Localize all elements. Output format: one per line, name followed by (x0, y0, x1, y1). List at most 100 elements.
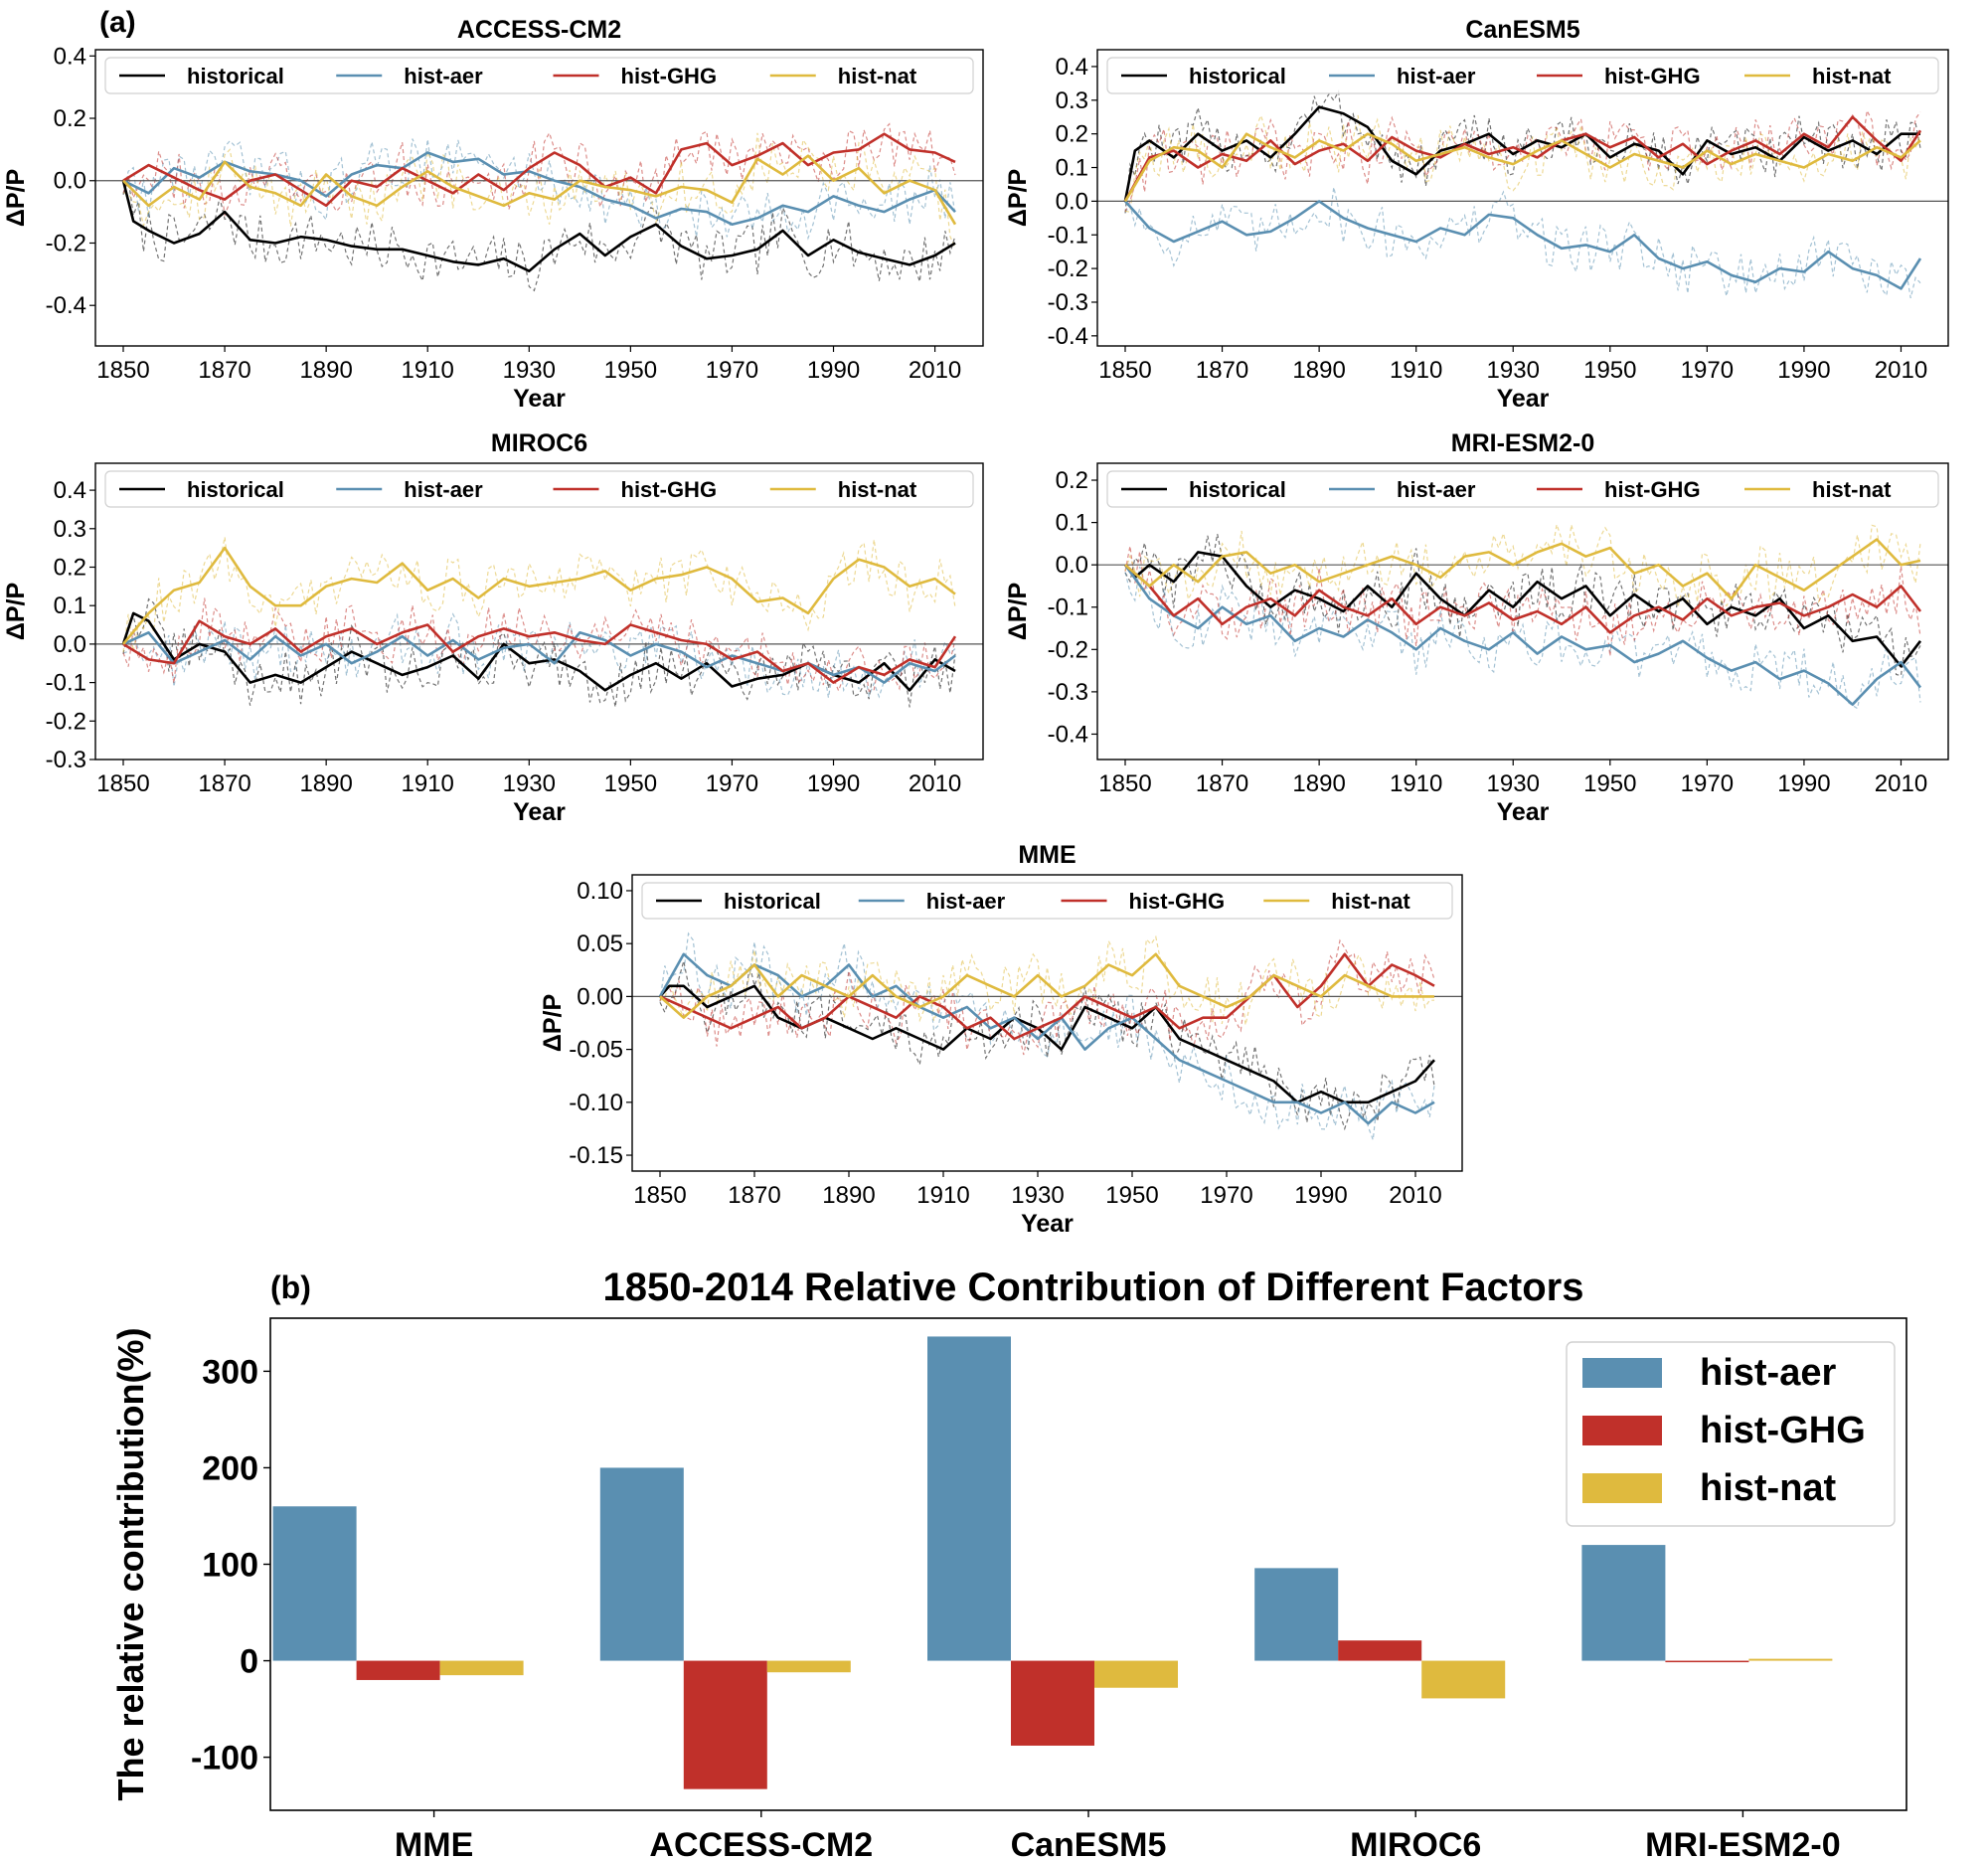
annual-trace-hist-aer (122, 612, 956, 699)
bar-hist-aer-MRI-ESM2-0 (1581, 1545, 1666, 1661)
bar-hist-GHG-MIROC6 (1338, 1640, 1422, 1661)
legend-label: historical (1189, 64, 1286, 88)
y-tick-label: 0.1 (1056, 510, 1088, 537)
series-line-hist-nat (659, 952, 1434, 1019)
plot-area (95, 122, 983, 292)
annual-trace-hist-nat (1124, 524, 1921, 607)
x-tick-label: 1890 (822, 1182, 875, 1209)
y-tick-label: 0.4 (1056, 54, 1088, 81)
x-tick-label: 1850 (96, 357, 149, 384)
y-axis-label: ΔP/P (2, 583, 30, 640)
x-tick-label: 1970 (706, 770, 758, 797)
charts: ACCESS-CM2 0.4 0.2 0.0 -0.2 -0.4 1850 1870 1890 1… (2, 16, 1949, 1861)
x-axis-label: Year (513, 798, 566, 826)
x-tick-label: 1990 (1777, 770, 1830, 797)
category-label: MIROC6 (1350, 1826, 1481, 1861)
series-line-hist-GHG (1124, 564, 1922, 634)
legend-box (104, 57, 974, 94)
series-line-historical (121, 180, 956, 272)
chart-title: MRI-ESM2-0 (1451, 429, 1594, 457)
chart-title: MIROC6 (491, 429, 587, 457)
plot-frame (1096, 49, 1949, 347)
y-tick-label: 0.3 (54, 516, 86, 543)
y-tick-label: 0.4 (54, 477, 86, 504)
x-tick-label: 1870 (1196, 770, 1248, 797)
annual-trace-hist-GHG (1124, 546, 1921, 657)
series-line-hist-aer (1123, 564, 1922, 706)
legend: historical hist-aer hist-GHG hist-nat (1106, 470, 1939, 508)
x-tick-label: 1890 (299, 357, 352, 384)
line-chart-4: MME 0.10 0.05 0.00 -0.05 -0.10 -0.15 1850 1870 18… (539, 841, 1463, 1238)
y-tick-label: 0.1 (1056, 155, 1088, 182)
legend-label: hist-nat (1812, 64, 1892, 88)
y-tick-label: -0.1 (1048, 222, 1088, 249)
x-tick-label: 1970 (1681, 357, 1734, 384)
plot-frame (1096, 462, 1949, 761)
y-tick-label: 0.0 (54, 168, 86, 195)
legend-label: hist-nat (1331, 889, 1410, 914)
legend-label: hist-aer (926, 889, 1006, 914)
annual-trace-hist-GHG (1124, 108, 1921, 213)
x-tick-label: 2010 (1875, 770, 1927, 797)
x-tick-label: 1870 (198, 770, 250, 797)
legend-label: hist-GHG (1129, 889, 1226, 914)
x-axis-label: Year (1021, 1210, 1074, 1238)
x-tick-label: 1870 (198, 357, 250, 384)
x-tick-label: 2010 (909, 357, 961, 384)
bar-hist-GHG-CanESM5 (1011, 1660, 1094, 1746)
bar-chart: 1850-2014 Relative Contribution of Diffe… (110, 1266, 1907, 1861)
x-tick-label: 1870 (1196, 357, 1248, 384)
chart-title: CanESM5 (1465, 16, 1579, 44)
y-tick-label: 0.1 (54, 592, 86, 619)
y-tick-label: 0.00 (577, 983, 623, 1010)
series-line-hist-nat (1124, 538, 1921, 600)
y-tick-label: -0.10 (569, 1090, 623, 1116)
bar-hist-aer-ACCESS-CM2 (599, 1467, 684, 1661)
y-tick-label: 0.0 (54, 631, 86, 658)
panel-a-label: (a) (99, 6, 136, 39)
bar-hist-nat-CanESM5 (1094, 1660, 1178, 1688)
legend-label: historical (187, 64, 284, 88)
annual-trace-hist-nat (1124, 113, 1921, 213)
y-tick-label: -100 (191, 1740, 258, 1777)
series-line-hist-GHG (122, 132, 956, 208)
annual-trace-hist-GHG (659, 938, 1435, 1056)
series-line-hist-aer (122, 151, 956, 226)
y-tick-label: -0.2 (1048, 255, 1088, 282)
line-chart-1: CanESM5 0.4 0.3 0.2 0.1 0.0 -0.1 -0.2 -0.3 -0.4 18… (1004, 16, 1949, 413)
y-tick-label: -0.1 (1048, 594, 1088, 621)
x-tick-label: 1930 (503, 357, 556, 384)
x-tick-label: 1930 (1487, 357, 1540, 384)
x-axis-label: Year (513, 385, 566, 413)
x-tick-label: 1890 (299, 770, 352, 797)
category-label: MRI-ESM2-0 (1645, 1826, 1840, 1861)
plot-frame (631, 874, 1463, 1172)
x-tick-label: 2010 (1875, 357, 1927, 384)
y-tick-label: -0.3 (46, 747, 86, 773)
legend-label: hist-GHG (1604, 477, 1701, 502)
x-tick-label: 1990 (807, 770, 860, 797)
series-line-hist-nat (1123, 132, 1921, 203)
legend: historical hist-aer hist-GHG hist-nat (641, 882, 1453, 920)
line-chart-0: ACCESS-CM2 0.4 0.2 0.0 -0.2 -0.4 1850 1870 1890 1… (2, 16, 984, 413)
bar-hist-aer-MIROC6 (1254, 1568, 1339, 1661)
bar-hist-nat-MRI-ESM2-0 (1748, 1658, 1833, 1661)
annual-trace-hist-aer (1124, 566, 1921, 710)
x-axis-label: Year (1497, 798, 1550, 826)
series-line-hist-aer (1124, 200, 1922, 290)
bar-chart-title: 1850-2014 Relative Contribution of Diffe… (603, 1266, 1584, 1309)
annual-trace-historical (122, 178, 956, 292)
plot-area (95, 537, 983, 708)
y-tick-label: 0.2 (54, 554, 86, 581)
legend-label: hist-GHG (621, 64, 718, 88)
y-tick-label: 0.2 (1056, 467, 1088, 494)
y-axis-label: ΔP/P (1004, 583, 1032, 640)
annual-trace-hist-aer (659, 931, 1435, 1140)
annual-trace-hist-aer (1124, 187, 1921, 299)
series-line-hist-nat (121, 546, 956, 645)
legend-label: historical (187, 477, 284, 502)
legend: historical hist-aer hist-GHG hist-nat (104, 57, 974, 94)
x-tick-label: 1990 (807, 357, 860, 384)
bar-legend-label: hist-nat (1700, 1467, 1837, 1509)
